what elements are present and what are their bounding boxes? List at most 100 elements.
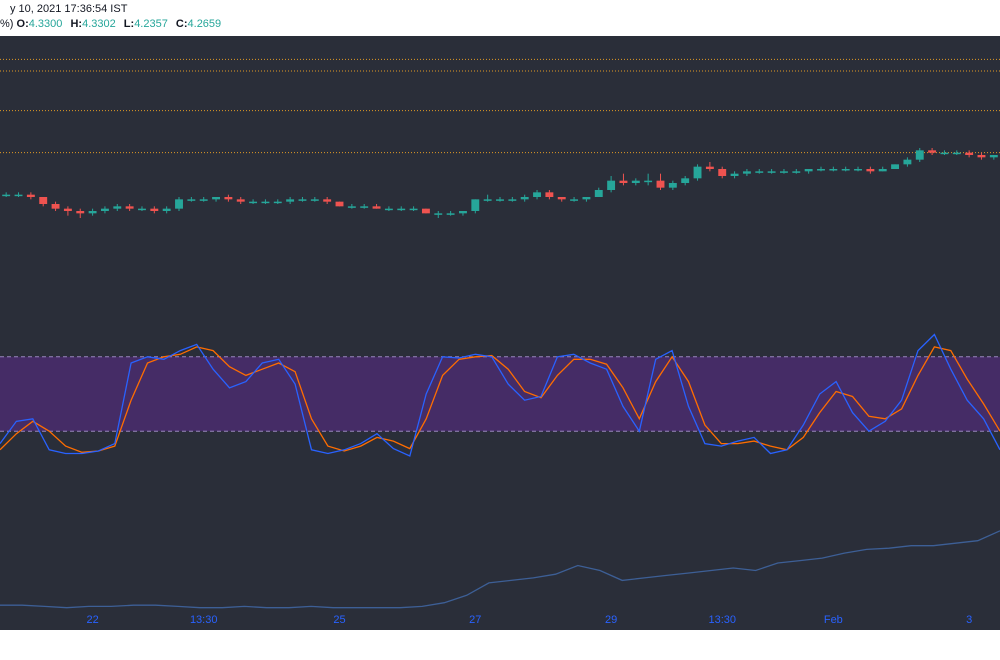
candle-body <box>100 208 109 211</box>
candle-body <box>224 197 233 200</box>
candle-body <box>496 199 504 201</box>
candle-body <box>236 199 245 202</box>
high-key: H: <box>70 18 83 30</box>
candle-body <box>39 197 48 204</box>
candle-body <box>63 208 72 211</box>
ohlc-readout: %) O:4.3300 H:4.3302 L:4.2357 C:4.2659 <box>0 18 226 30</box>
open-value: 4.3300 <box>28 18 63 30</box>
oscillator-k-line <box>0 333 1000 457</box>
candle-body <box>631 180 640 183</box>
candle-body <box>730 173 739 176</box>
candle-body <box>570 199 579 201</box>
candle-body <box>520 197 529 200</box>
candle-body <box>545 192 554 197</box>
ohlc-prefix: %) <box>0 18 14 30</box>
candle-body <box>668 183 677 188</box>
candle-body <box>310 199 319 201</box>
candle-body <box>940 152 949 155</box>
candle-body <box>323 199 332 202</box>
candle-body <box>384 208 393 211</box>
candle-body <box>286 199 295 202</box>
candle-body <box>483 199 492 201</box>
candle-body <box>989 155 998 158</box>
indicator-line <box>0 530 1000 609</box>
candle-body <box>51 204 60 209</box>
low-value: 4.2357 <box>134 18 168 30</box>
candle-body <box>977 155 986 158</box>
candle-body <box>88 211 97 214</box>
candle-body <box>76 211 85 214</box>
candle-body <box>817 169 825 171</box>
candle-body <box>804 169 813 172</box>
candle-body <box>965 152 974 155</box>
candle-body <box>212 197 220 200</box>
candle-body <box>557 197 566 200</box>
x-axis-tick-label: 3 <box>966 614 972 626</box>
candle-body <box>508 199 517 201</box>
candle-body <box>656 180 665 188</box>
candle-body <box>681 178 690 183</box>
candle-body <box>780 171 788 173</box>
candle-body <box>113 206 122 209</box>
x-axis-tick-label: 25 <box>333 614 345 626</box>
candle-body <box>705 166 714 169</box>
candle-body <box>767 171 776 173</box>
candle-body <box>952 152 961 155</box>
symbol-header: y 10, 2021 17:36:54 IST %) O:4.3300 H:4.… <box>0 0 1000 36</box>
candle-body <box>187 199 196 201</box>
x-axis-tick-label: 29 <box>605 614 617 626</box>
x-axis-tick-label: 13:30 <box>708 614 736 626</box>
candle-body <box>175 199 183 209</box>
x-axis-tick-label: 27 <box>469 614 481 626</box>
candle-body <box>533 192 541 197</box>
candle-body <box>138 208 146 211</box>
candle-body <box>199 199 208 201</box>
candle-body <box>878 169 887 172</box>
candle-body <box>335 201 344 207</box>
candle-body <box>434 213 443 215</box>
oscillator-d-line <box>0 346 1000 453</box>
x-axis-tick-label: Feb <box>824 614 843 626</box>
candle-body <box>693 166 702 179</box>
close-value: 4.2659 <box>187 18 222 30</box>
candle-body <box>792 171 801 173</box>
candle-body <box>446 213 455 215</box>
candle-body <box>854 169 862 171</box>
candle-body <box>459 211 467 214</box>
candle-body <box>644 180 653 183</box>
candle-body <box>26 194 35 197</box>
candle-body <box>866 169 875 172</box>
candle-body <box>397 208 406 211</box>
candle-body <box>891 164 900 169</box>
high-value: 4.3302 <box>82 18 116 30</box>
x-axis-tick-label: 13:30 <box>190 614 218 626</box>
candle-body <box>619 180 628 183</box>
footer-strip <box>0 630 1000 660</box>
datetime-label: y 10, 2021 17:36:54 IST <box>10 3 128 15</box>
candle-body <box>14 194 23 197</box>
candle-body <box>742 171 751 174</box>
candle-body <box>372 206 381 209</box>
candle-body <box>261 201 270 204</box>
candle-body <box>755 171 764 173</box>
candle-body <box>249 201 258 204</box>
low-key: L: <box>123 18 135 30</box>
candle-body <box>903 159 912 165</box>
candle-body <box>162 208 171 211</box>
candle-body <box>471 199 480 211</box>
candle-body <box>421 208 430 214</box>
candle-body <box>594 190 603 197</box>
candle-body <box>829 169 838 171</box>
candle-body <box>125 206 134 209</box>
candle-body <box>841 169 850 171</box>
oscillator-band <box>0 356 1000 432</box>
candle-body <box>409 208 418 211</box>
candle-body <box>582 197 591 200</box>
x-axis-tick-label: 22 <box>86 614 98 626</box>
candle-body <box>360 206 369 208</box>
candle-body <box>298 199 307 201</box>
close-key: C: <box>175 18 188 30</box>
open-key: O: <box>16 18 29 30</box>
